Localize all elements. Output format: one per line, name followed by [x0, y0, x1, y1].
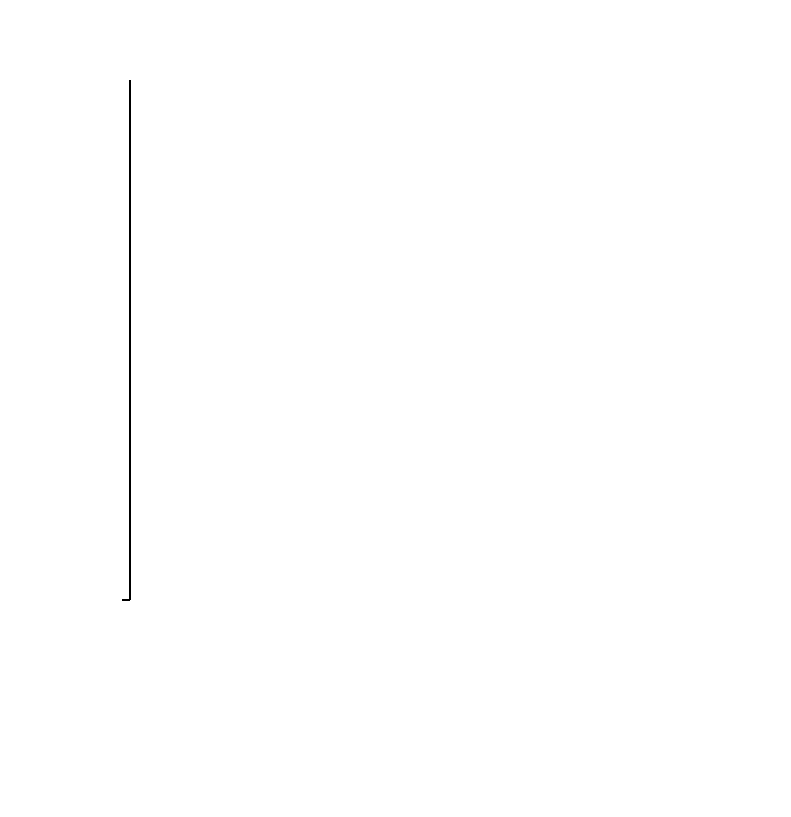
chart-container: [0, 0, 791, 817]
chart-bg: [0, 0, 791, 817]
bar-chart-svg: [0, 0, 791, 817]
